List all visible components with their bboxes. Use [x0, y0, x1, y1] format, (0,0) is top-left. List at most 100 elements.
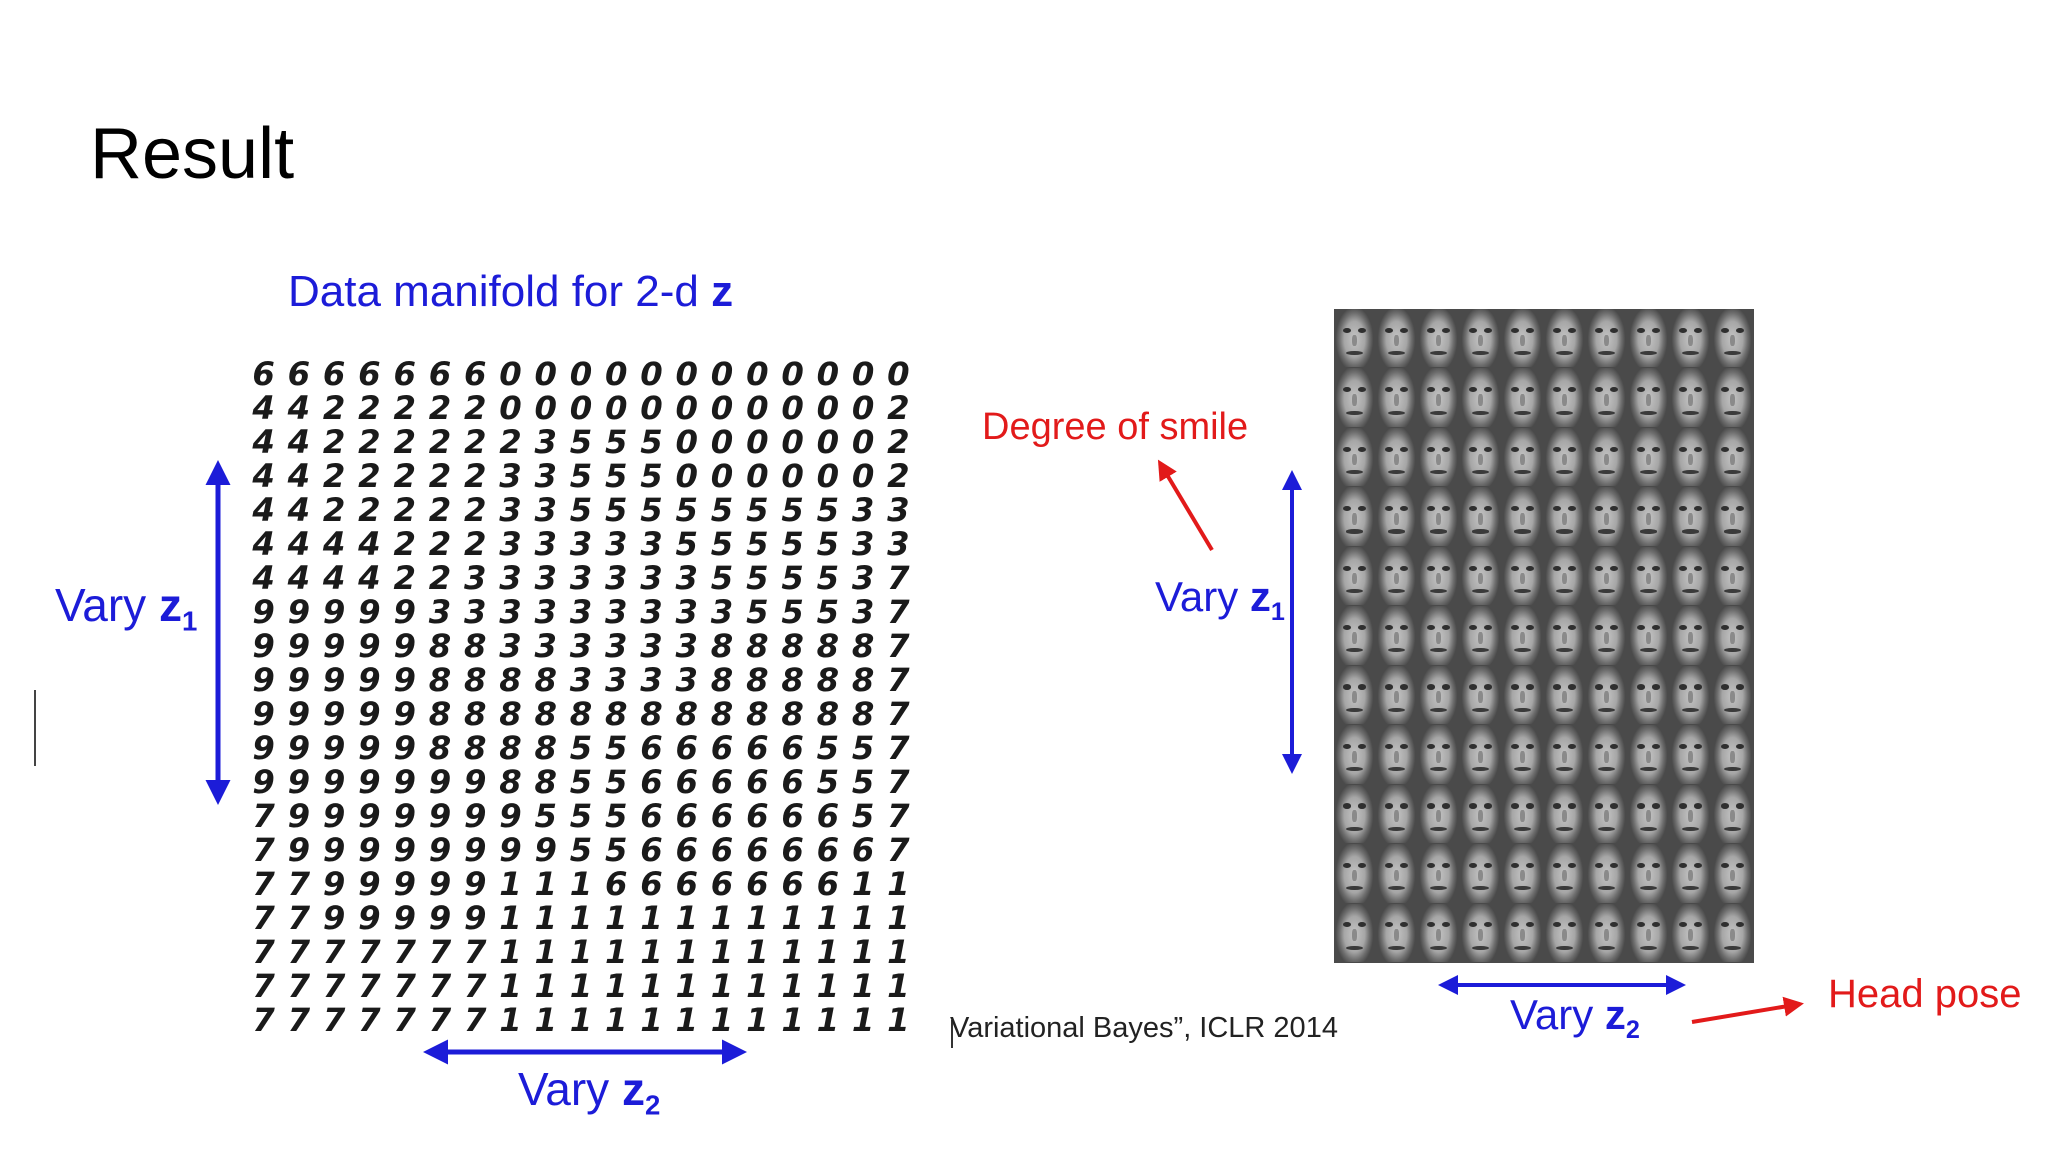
face-thumbnail — [1502, 784, 1544, 845]
mnist-digit: 0 — [887, 357, 909, 393]
mnist-digit: 7 — [358, 967, 381, 1005]
mnist-digit: 9 — [323, 729, 345, 767]
mnist-digit: 8 — [429, 627, 451, 665]
face-thumbnail — [1460, 487, 1502, 547]
mnist-digit: 7 — [887, 695, 910, 733]
face-thumbnail — [1502, 546, 1544, 607]
mnist-digit: 5 — [746, 559, 768, 597]
face-thumbnail — [1712, 725, 1754, 785]
mnist-digit: 8 — [534, 661, 556, 699]
mnist-digit: 8 — [570, 695, 592, 733]
face-thumbnail — [1376, 844, 1418, 904]
mnist-digit: 2 — [429, 423, 451, 461]
face-thumbnail — [1460, 309, 1502, 369]
mnist-digit: 9 — [499, 831, 521, 869]
mnist-digit: 8 — [852, 627, 874, 665]
mnist-digit: 6 — [746, 865, 768, 903]
face-thumbnail — [1628, 368, 1670, 428]
face-thumbnail — [1460, 784, 1502, 845]
mnist-digit: 3 — [640, 661, 662, 699]
mnist-digit: 1 — [534, 967, 556, 1005]
face-thumbnail — [1502, 606, 1544, 666]
mnist-digit: 6 — [781, 831, 803, 869]
mnist-digit: 6 — [817, 865, 839, 903]
face-thumbnail — [1376, 427, 1418, 488]
mnist-digit: 3 — [852, 525, 874, 563]
mnist-digit: 3 — [570, 593, 592, 631]
face-thumbnail — [1544, 427, 1586, 488]
mnist-digit: 0 — [817, 389, 839, 427]
mnist-digit: 3 — [499, 559, 521, 597]
mnist-digit: 9 — [252, 763, 274, 801]
face-thumbnail — [1334, 427, 1376, 488]
mnist-digit: 6 — [640, 831, 662, 869]
vary-text: Vary — [1155, 573, 1250, 620]
mnist-digit: 5 — [817, 593, 839, 631]
mnist-digit: 1 — [817, 1001, 839, 1037]
mnist-digit: 6 — [781, 797, 803, 835]
mnist-digit: 1 — [676, 933, 698, 971]
mnist-digit: 1 — [817, 967, 839, 1005]
mnist-digit: 1 — [852, 865, 874, 903]
mnist-digit: 9 — [323, 865, 345, 903]
mnist-digit: 2 — [429, 525, 451, 563]
mnist-digit: 9 — [393, 763, 415, 801]
face-thumbnail — [1628, 725, 1670, 785]
mnist-digit: 0 — [676, 357, 698, 393]
face-thumbnail — [1586, 725, 1628, 785]
face-thumbnail — [1670, 309, 1712, 369]
mnist-digit: 9 — [393, 899, 415, 937]
mnist-digit: 0 — [605, 389, 627, 427]
mnist-digit: 0 — [746, 357, 768, 393]
face-thumbnail — [1628, 487, 1670, 547]
mnist-digit: 0 — [640, 389, 662, 427]
face-thumbnail — [1544, 606, 1586, 666]
mnist-digit: 0 — [781, 389, 803, 427]
face-grid — [1334, 309, 1754, 963]
mnist-digit: 7 — [464, 967, 487, 1005]
mnist-digit: 7 — [252, 899, 275, 937]
mnist-digit: 9 — [288, 627, 310, 665]
face-thumbnail — [1376, 309, 1418, 369]
mnist-digit: 5 — [817, 763, 839, 801]
z-var: z — [621, 1063, 645, 1115]
mnist-digit: 3 — [605, 593, 627, 631]
mnist-digit: 3 — [676, 559, 698, 597]
pose-arrow — [1691, 996, 1804, 1024]
face-thumbnail — [1670, 427, 1712, 488]
z-subscript: 1 — [181, 605, 198, 637]
mnist-digit: 0 — [817, 357, 839, 393]
mnist-digit: 7 — [252, 831, 275, 869]
mnist-digit: 9 — [393, 729, 415, 767]
mnist-digit: 1 — [534, 899, 556, 937]
mnist-digit: 1 — [781, 899, 803, 937]
mnist-digit: 8 — [817, 661, 839, 699]
face-thumbnail — [1586, 784, 1628, 845]
face-thumbnail — [1544, 784, 1586, 845]
mnist-digit: 6 — [781, 865, 803, 903]
mnist-digit: 6 — [605, 865, 627, 903]
mnist-digit: 1 — [570, 899, 592, 937]
mnist-digit: 1 — [640, 1001, 662, 1037]
mnist-digit: 3 — [605, 525, 627, 563]
mnist-digit: 9 — [288, 661, 310, 699]
mnist-digit: 2 — [358, 491, 380, 529]
face-thumbnail — [1376, 725, 1418, 785]
face-thumbnail — [1544, 665, 1586, 726]
vary-text: Vary — [518, 1063, 622, 1115]
mnist-digit: 5 — [781, 593, 803, 631]
mnist-digit: 6 — [711, 865, 733, 903]
face-thumbnail — [1712, 844, 1754, 904]
face-thumbnail — [1670, 725, 1712, 785]
mnist-digit: 7 — [358, 1001, 381, 1037]
mnist-digit: 5 — [746, 593, 768, 631]
mnist-digit: 1 — [499, 967, 521, 1005]
mnist-digit: 9 — [358, 729, 380, 767]
face-thumbnail — [1376, 665, 1418, 726]
face-thumbnail — [1670, 844, 1712, 904]
face-thumbnail — [1502, 725, 1544, 785]
face-thumbnail — [1334, 903, 1376, 963]
mnist-digit: 6 — [676, 865, 698, 903]
face-thumbnail — [1334, 725, 1376, 785]
mnist-digit: 7 — [887, 593, 910, 631]
